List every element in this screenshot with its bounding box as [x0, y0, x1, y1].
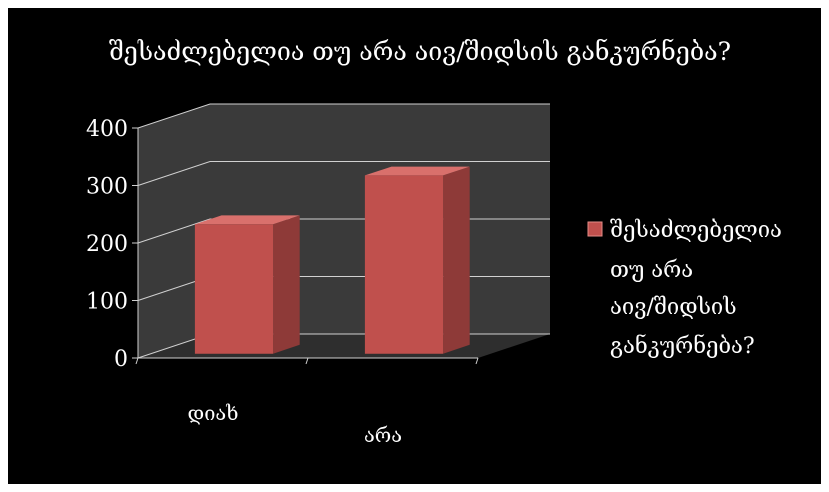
- gridline: [137, 161, 550, 186]
- gridline: [137, 103, 550, 129]
- x-tick-mark: [475, 357, 479, 365]
- axes: [132, 127, 479, 365]
- legend-line-3: აივ/შიდსის: [610, 295, 737, 320]
- x-category-label: დიახ: [188, 401, 239, 425]
- bar-front: [364, 175, 444, 354]
- bar-side: [273, 215, 300, 354]
- x-category-label: არა: [364, 423, 402, 447]
- bar-1: [194, 215, 300, 354]
- y-tick-label: 400: [86, 117, 128, 142]
- chart-title: შესაძლებელია თუ არა აივ/შიდსის განკურნებ…: [109, 37, 731, 66]
- legend-line-2: თუ არა: [610, 258, 693, 283]
- bars: [194, 166, 470, 354]
- bar-side: [443, 166, 470, 354]
- y-tick-label: 100: [86, 290, 128, 315]
- x-tick-mark: [305, 357, 309, 365]
- y-tick-label: 300: [86, 175, 128, 200]
- y-tick-label: 200: [86, 232, 128, 257]
- bar-top: [364, 166, 470, 176]
- legend-line-1: შესაძლებელია: [610, 218, 782, 243]
- legend-line-4: განკურნება?: [610, 333, 755, 359]
- bar-chart-3d: 0 100 200 300 400 დიახ არა შესაძლებელია თუ არ…: [86, 37, 782, 447]
- x-tick-mark: [135, 357, 139, 365]
- chart-panel: 0 100 200 300 400 დიახ არა შესაძლებელია თუ არ…: [8, 8, 821, 484]
- bar-front: [194, 224, 274, 354]
- bar-2: [364, 166, 470, 354]
- x-category-labels: დიახ არა: [188, 401, 403, 447]
- y-tick-labels: 0 100 200 300 400: [86, 117, 128, 372]
- bar-top: [194, 215, 300, 225]
- legend-swatch: [587, 221, 603, 237]
- y-tick-label: 0: [114, 347, 128, 372]
- legend: შესაძლებელია თუ არა აივ/შიდსის განკურნებ…: [587, 218, 782, 359]
